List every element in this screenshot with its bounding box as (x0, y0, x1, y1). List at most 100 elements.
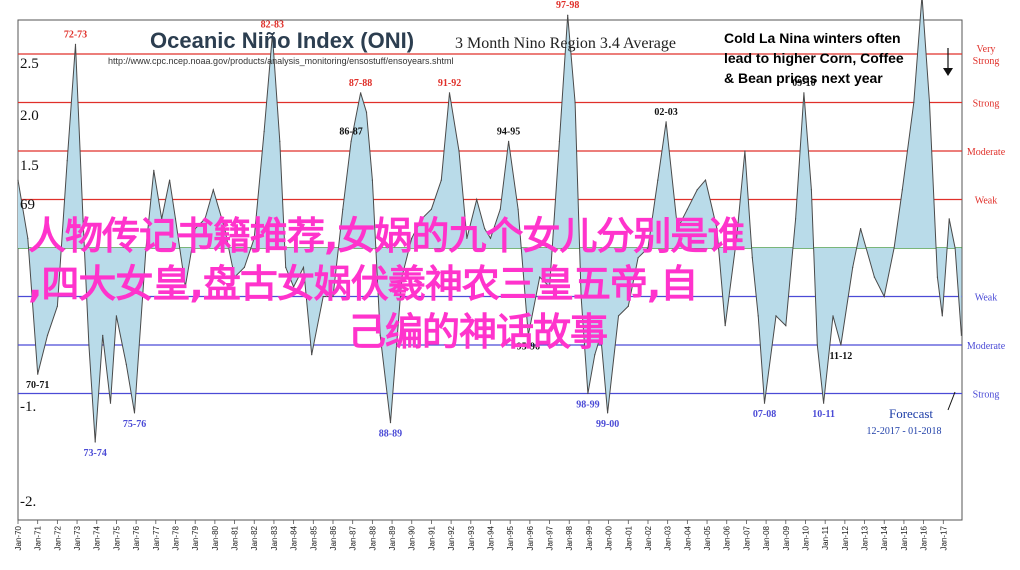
oni-point (109, 402, 112, 404)
y-tick-label: 1.5 (20, 158, 39, 174)
oni-point (696, 189, 698, 191)
x-tick-label: Jan-04 (683, 525, 692, 550)
x-tick-label: Jan-03 (664, 525, 673, 550)
oni-point (174, 218, 177, 220)
event-label: 99-00 (596, 419, 619, 430)
oni-point (936, 276, 939, 278)
oni-point (860, 228, 862, 230)
oni-point (224, 228, 226, 230)
event-label: 91-92 (438, 78, 461, 89)
event-label: 09-10 (792, 78, 815, 89)
x-tick-label: Jan-13 (861, 525, 870, 550)
x-tick-label: Jan-78 (171, 525, 180, 550)
oni-point (736, 237, 738, 239)
oni-point (94, 441, 96, 443)
oni-point (840, 344, 842, 346)
oni-point (873, 276, 876, 278)
oni-point (763, 402, 766, 404)
oni-point (322, 295, 324, 298)
oni-point (332, 295, 334, 298)
oni-point (657, 179, 659, 181)
event-label: 72-73 (64, 29, 87, 40)
oni-point (371, 179, 373, 181)
event-labels: 72-73 82-83 87-88 86-87 91-92 94-95 97-98 02-03… (26, 0, 852, 459)
oni-point (539, 276, 541, 278)
x-tick-label: Jan-93 (467, 525, 476, 550)
oni-point (37, 373, 39, 375)
oni-area-fill (18, 0, 962, 442)
oni-point (458, 150, 460, 152)
oni-point (46, 334, 49, 336)
oni-point (342, 208, 344, 210)
oni-point (102, 334, 104, 336)
oni-point (499, 208, 501, 210)
oni-point (204, 218, 206, 220)
oni-point (234, 276, 236, 278)
x-tick-label: Jan-02 (644, 525, 653, 550)
x-tick-label: Jan-92 (447, 525, 456, 550)
forecast-arrow (947, 391, 956, 411)
x-tick-label: Jan-81 (231, 525, 240, 550)
oni-point (88, 344, 90, 346)
y-tick-label: -2. (20, 494, 36, 510)
oni-point (17, 179, 19, 181)
oni-point (243, 266, 245, 268)
x-tick-label: Jan-11 (821, 525, 830, 549)
event-label: 95-96 (517, 341, 540, 352)
oni-point (133, 412, 136, 414)
event-label: 02-03 (654, 107, 677, 118)
threshold-label: Very Strong (973, 44, 1000, 67)
oni-point (558, 140, 561, 142)
oni-point (194, 228, 196, 230)
oni-point (379, 334, 381, 336)
x-tick-label: Jan-16 (920, 525, 929, 550)
x-tick-label: Jan-79 (191, 525, 200, 550)
oni-point (74, 43, 77, 45)
oni-point (350, 140, 352, 142)
oni-point (637, 257, 639, 259)
x-tick-label: Jan-10 (801, 525, 810, 550)
la-nina-note: Cold La Nina winters often lead to highe… (724, 28, 964, 88)
oni-point (484, 228, 486, 230)
x-tick-label: Jan-73 (73, 525, 82, 550)
oni-point (567, 14, 569, 16)
oni-point (627, 305, 629, 307)
oni-point (913, 101, 915, 104)
threshold-label: Weak (975, 196, 998, 207)
oni-point (852, 266, 854, 268)
oni-point (411, 237, 413, 239)
oni-point (476, 198, 478, 201)
oni-point (66, 160, 68, 162)
x-tick-label: Jan-83 (270, 525, 279, 550)
forecast-annotation: Forecast 12-2017 - 01-2018 (867, 48, 956, 437)
oni-point (169, 179, 171, 181)
oni-point (489, 237, 492, 239)
oni-point (785, 325, 787, 327)
oni-point (954, 247, 956, 249)
event-label: 88-89 (379, 429, 402, 440)
overlay-line: 己编的神话故事 (348, 310, 608, 354)
oni-point (716, 228, 718, 230)
event-label: 10-11 (812, 409, 835, 420)
oni-point (212, 189, 214, 191)
note-line: lead to higher Corn, Coffee (724, 50, 904, 66)
oni-point (527, 334, 529, 336)
oni-point (823, 402, 825, 404)
x-tick-label: Jan-17 (939, 525, 948, 550)
source-url: http://www.cpc.ncep.noaa.gov/products/an… (108, 56, 454, 66)
note-line: Cold La Nina winters often (724, 30, 901, 46)
event-label: 98-99 (576, 400, 599, 411)
threshold-label: Moderate (967, 147, 1006, 158)
x-tick-label: Jan-98 (565, 525, 574, 550)
oni-point (816, 344, 818, 346)
event-label: 07-08 (753, 409, 776, 420)
x-tick-label: Jan-14 (880, 525, 889, 550)
oni-point (724, 325, 726, 327)
threshold-label: Strong (973, 390, 1000, 401)
event-label: 75-76 (123, 419, 146, 430)
x-tick-label: Jan-94 (486, 525, 495, 550)
oni-point (665, 121, 667, 123)
overlay-line: ,四大女皇,盘古女娲伏羲神农三皇五帝,自 (28, 262, 698, 306)
